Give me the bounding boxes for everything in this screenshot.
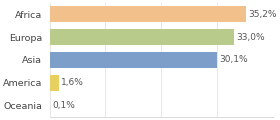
Text: 1,6%: 1,6% [61,78,84,87]
Text: 35,2%: 35,2% [248,10,277,19]
Bar [50,6,246,22]
Text: 33,0%: 33,0% [236,33,264,42]
Text: 30,1%: 30,1% [220,55,248,64]
Bar [50,52,218,68]
Bar [50,29,234,45]
Bar [50,75,59,91]
Text: 0,1%: 0,1% [53,101,75,110]
